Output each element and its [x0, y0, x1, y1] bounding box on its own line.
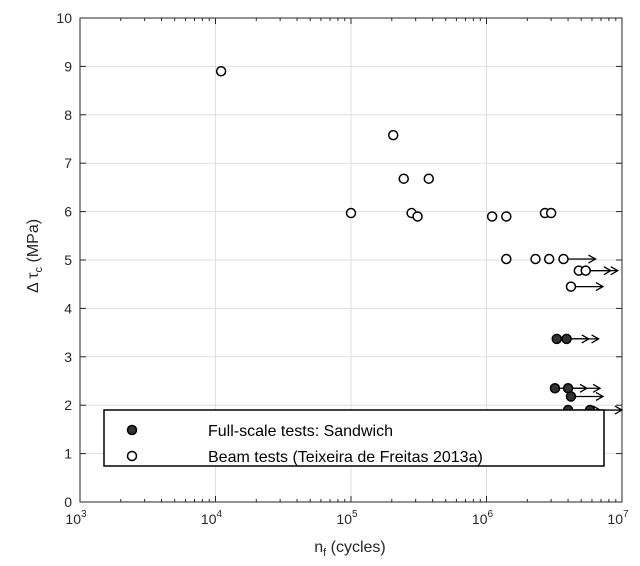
x-tick-label-3: 106 [472, 509, 494, 527]
beam-point-13 [543, 253, 555, 265]
beam-point-5 [412, 211, 423, 222]
y-tick-label-9: 9 [64, 58, 72, 74]
y-tick-label-0: 0 [64, 494, 72, 510]
x-tick-label-exponent: 6 [488, 509, 494, 520]
runout-arrow-head-1-14 [588, 254, 597, 264]
legend: Full-scale tests: Sandwich Beam tests (T… [103, 409, 605, 467]
beam-point-8 [501, 211, 512, 222]
x-tick-label-base: 10 [336, 511, 352, 527]
x-tick-label-2: 105 [336, 509, 358, 527]
y-tick-label-7: 7 [64, 155, 72, 171]
y-tick-label-2: 2 [64, 397, 72, 413]
beam-point-16 [580, 265, 591, 276]
beam-point-10 [530, 253, 541, 265]
legend-label-beam: Beam tests (Teixeira de Freitas 2013a) [208, 449, 483, 466]
y-axis-label: Δ τc (MPa) [25, 219, 45, 293]
sandwich-point-4 [565, 391, 577, 402]
legend-marker-beam [126, 450, 138, 462]
runout-arrow-head-0-3 [592, 383, 602, 393]
x-axis-label-main: n [314, 539, 323, 556]
runout-arrow-head-1-16 [610, 266, 620, 276]
beam-point-14 [558, 253, 569, 265]
sandwich-point-0 [551, 333, 563, 345]
x-axis-label: nf (cycles) [314, 539, 386, 559]
y-tick-label-8: 8 [64, 107, 72, 123]
beam-point-9 [501, 253, 512, 265]
beam-point-7 [486, 211, 498, 222]
y-axis-label-subscript: c [33, 266, 45, 272]
x-axis-label-subscript: f [323, 547, 327, 559]
x-tick-label-exponent: 5 [352, 509, 358, 520]
beam-point-1 [345, 207, 357, 219]
beam-point-6 [423, 173, 435, 184]
x-tick-label-4: 107 [607, 509, 629, 527]
legend-box [103, 409, 605, 467]
y-tick-label-6: 6 [64, 204, 72, 220]
x-tick-label-base: 10 [201, 511, 217, 527]
x-tick-label-exponent: 7 [623, 509, 629, 520]
y-tick-label-4: 4 [64, 300, 72, 316]
x-tick-label-0: 103 [65, 509, 87, 527]
beam-point-17 [565, 281, 577, 292]
y-axis-label-unit: (MPa) [25, 219, 42, 267]
y-tick-label-10: 10 [56, 10, 72, 26]
axis-ticks [79, 17, 623, 503]
x-tick-label-base: 10 [607, 511, 623, 527]
x-tick-label-base: 10 [65, 511, 81, 527]
legend-label-sandwich: Full-scale tests: Sandwich [208, 423, 393, 440]
beam-point-12 [545, 207, 557, 219]
y-axis-label-main: Δ τ [25, 272, 42, 293]
x-tick-labels: 103 104 105 106 107 [65, 509, 629, 527]
y-tick-label-3: 3 [64, 349, 72, 365]
x-tick-label-exponent: 4 [217, 509, 223, 520]
runout-arrow-head-0-1 [591, 334, 600, 344]
x-tick-label-1: 104 [201, 509, 223, 527]
beam-point-3 [398, 173, 409, 184]
beam-point-2 [387, 129, 399, 141]
y-tick-labels: 0 1 2 3 4 5 6 7 8 9 10 [56, 10, 72, 510]
runout-arrow-head-1-17 [595, 282, 605, 292]
sandwich-point-2 [549, 383, 561, 394]
y-tick-label-1: 1 [64, 446, 72, 462]
x-tick-label-base: 10 [472, 511, 488, 527]
y-tick-label-5: 5 [64, 252, 72, 268]
beam-point-0 [215, 65, 227, 77]
legend-marker-sandwich [126, 424, 138, 436]
sandwich-point-1 [561, 333, 572, 345]
runout-arrow-head-0-4 [595, 391, 605, 402]
x-axis-label-unit: (cycles) [326, 539, 386, 556]
x-tick-label-exponent: 3 [81, 509, 87, 520]
